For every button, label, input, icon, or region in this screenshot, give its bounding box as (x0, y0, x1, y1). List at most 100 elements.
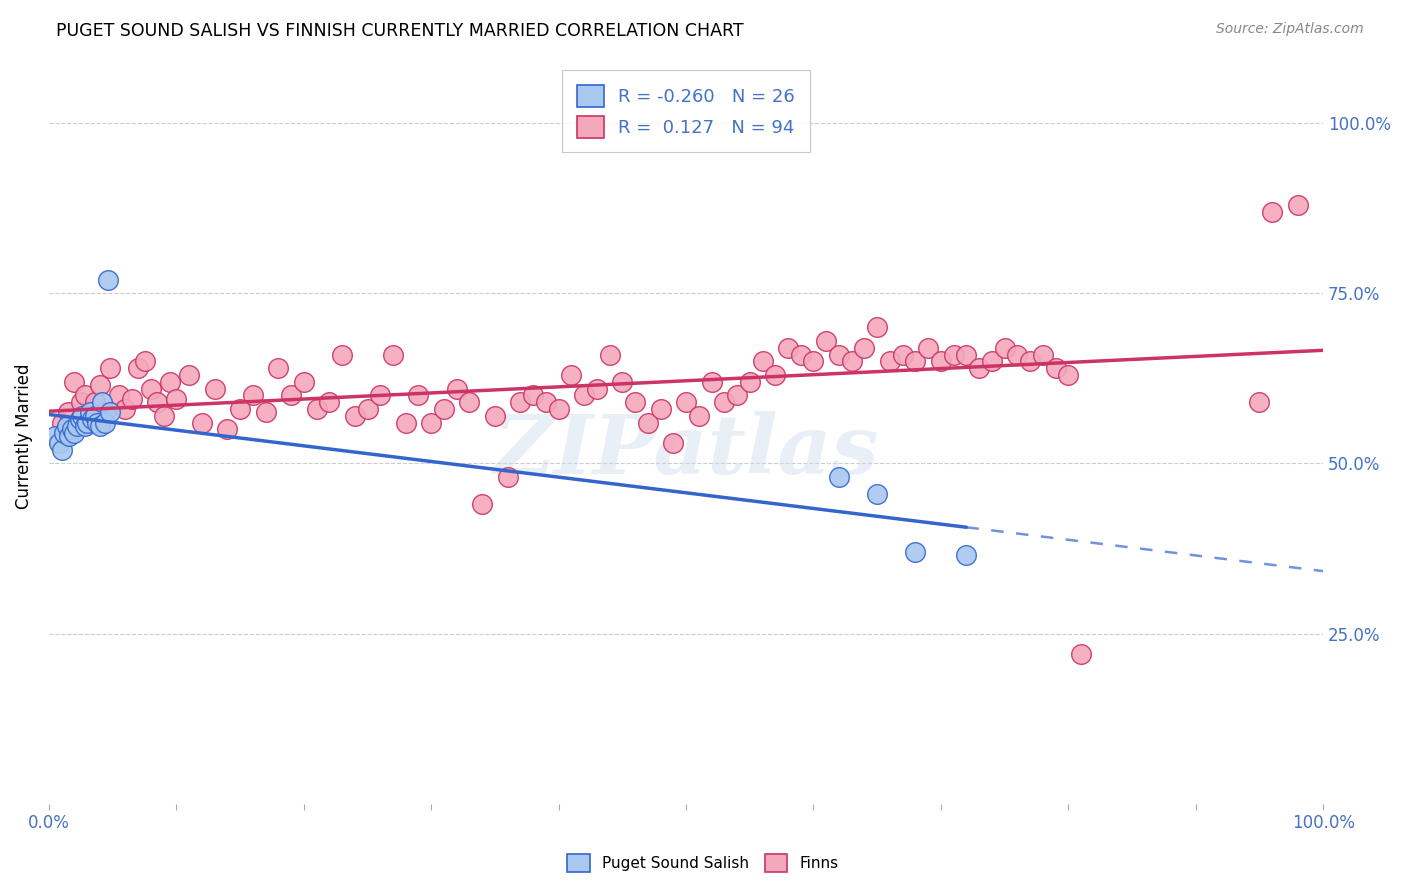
Point (700, 375, 723, 389)
Point (91, 395, 114, 409)
Point (73, 419, 96, 434)
Point (751, 354, 773, 368)
Point (356, 402, 378, 417)
Point (917, 341, 939, 355)
Point (48, 436, 70, 450)
Point (368, 388, 391, 402)
Point (612, 375, 634, 389)
Point (725, 388, 748, 402)
Point (63, 375, 86, 389)
Point (790, 347, 813, 361)
Point (738, 375, 761, 389)
Point (382, 347, 405, 361)
Point (58, 429, 80, 443)
Point (83, 409, 105, 423)
Point (44, 429, 66, 443)
Point (73, 388, 96, 402)
Point (853, 341, 876, 355)
Point (121, 392, 143, 406)
Point (828, 470, 851, 484)
Point (1261, 204, 1284, 219)
Legend: Puget Sound Salish, Finns: Puget Sound Salish, Finns (560, 846, 846, 880)
Text: ZIPatlas: ZIPatlas (494, 411, 879, 491)
Point (76, 416, 98, 430)
Point (484, 409, 506, 423)
Point (134, 354, 156, 368)
Point (56, 405, 79, 419)
Point (637, 416, 659, 430)
Point (159, 375, 181, 389)
Point (1007, 347, 1029, 361)
Point (1249, 395, 1271, 409)
Point (254, 405, 277, 419)
Point (688, 409, 710, 423)
Point (70, 409, 93, 423)
Point (955, 347, 977, 361)
Point (522, 388, 544, 402)
Point (217, 422, 239, 436)
Point (713, 395, 735, 409)
Point (547, 402, 569, 417)
Point (56, 419, 79, 434)
Point (83, 395, 105, 409)
Point (994, 341, 1017, 355)
Point (139, 382, 162, 396)
Point (1057, 368, 1080, 382)
Point (420, 416, 443, 430)
Text: Source: ZipAtlas.com: Source: ZipAtlas.com (1216, 22, 1364, 37)
Point (891, 347, 914, 361)
Point (955, 549, 977, 563)
Point (146, 395, 169, 409)
Point (458, 395, 481, 409)
Point (267, 361, 290, 376)
Point (675, 395, 697, 409)
Point (446, 382, 468, 396)
Point (94, 405, 117, 419)
Point (776, 341, 799, 355)
Point (60, 422, 83, 436)
Point (97, 272, 120, 286)
Point (242, 388, 264, 402)
Point (179, 368, 201, 382)
Point (318, 395, 340, 409)
Point (165, 392, 187, 406)
Point (471, 497, 494, 511)
Point (395, 416, 418, 430)
Point (86, 416, 108, 430)
Point (509, 395, 531, 409)
Point (763, 368, 786, 382)
Point (572, 388, 595, 402)
Point (1032, 347, 1054, 361)
Point (1045, 361, 1067, 376)
Point (1286, 198, 1309, 212)
Point (828, 347, 851, 361)
Point (53, 425, 76, 440)
Point (152, 409, 174, 423)
Point (560, 368, 582, 382)
Point (866, 487, 889, 501)
Legend: R = -0.260   N = 26, R =  0.127   N = 94: R = -0.260 N = 26, R = 0.127 N = 94 (562, 70, 810, 153)
Point (69, 412, 91, 426)
Point (98, 361, 121, 376)
Point (942, 347, 965, 361)
Point (204, 382, 226, 396)
Point (89, 419, 111, 434)
Point (1070, 647, 1092, 661)
Point (108, 388, 131, 402)
Point (330, 347, 353, 361)
Point (79, 405, 101, 419)
Point (82, 412, 104, 426)
Point (904, 545, 927, 559)
Point (191, 416, 214, 430)
Point (815, 334, 838, 348)
Point (94, 416, 117, 430)
Point (624, 395, 647, 409)
Point (114, 402, 136, 417)
Point (534, 395, 557, 409)
Point (879, 354, 901, 368)
Point (51, 442, 73, 457)
Point (980, 354, 1002, 368)
Point (841, 354, 863, 368)
Point (305, 402, 328, 417)
Point (408, 388, 430, 402)
